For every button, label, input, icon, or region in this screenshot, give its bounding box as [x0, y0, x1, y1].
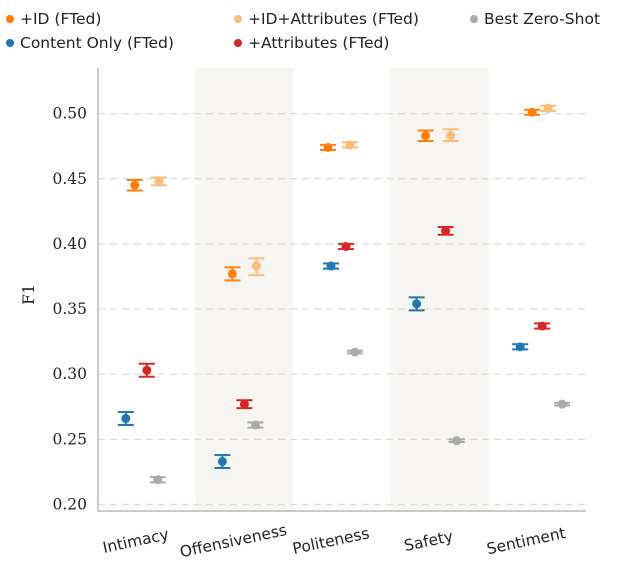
- category-band-offensiveness: [195, 68, 294, 511]
- legend-marker-id: [6, 15, 14, 23]
- data-point-id-attributes-fted-safety: [446, 131, 456, 141]
- legend-item-attributes: +Attributes (FTed): [234, 34, 389, 52]
- data-point-id-fted-safety: [421, 131, 431, 141]
- data-point-id-fted-intimacy: [130, 180, 140, 190]
- legend-item-zero-shot: Best Zero-Shot: [470, 10, 600, 28]
- data-point-attributes-fted-safety: [441, 226, 451, 236]
- legend-label-attributes: +Attributes (FTed): [248, 34, 390, 52]
- data-point-content-only-fted-safety: [412, 299, 422, 309]
- y-tick-label-0.45: 0.45: [52, 170, 87, 188]
- legend-label-id-attributes: +ID+Attributes (FTed): [248, 10, 419, 28]
- data-point-id-attributes-fted-intimacy: [154, 176, 164, 186]
- data-point-attributes-fted-politeness: [341, 242, 351, 252]
- legend: +ID (FTed) +ID+Attributes (FTed) Best Ze…: [0, 0, 623, 60]
- y-tick-label-0.50: 0.50: [52, 105, 87, 123]
- data-point-best-zero-shot-politeness: [350, 347, 360, 357]
- x-tick-label-offensiveness: Offensiveness: [178, 521, 288, 561]
- data-point-attributes-fted-intimacy: [142, 365, 152, 375]
- y-tick-label-0.20: 0.20: [52, 495, 87, 513]
- legend-marker-content-only: [6, 39, 14, 47]
- y-tick-label-0.35: 0.35: [52, 300, 87, 318]
- y-tick-label-0.40: 0.40: [52, 235, 87, 253]
- legend-marker-zero-shot: [470, 15, 478, 23]
- data-point-id-fted-offensiveness: [227, 269, 237, 279]
- legend-item-id-attributes: +ID+Attributes (FTed): [234, 10, 419, 28]
- x-tick-label-intimacy: Intimacy: [101, 525, 170, 557]
- data-point-best-zero-shot-intimacy: [153, 475, 163, 485]
- y-tick-label-0.25: 0.25: [52, 430, 87, 448]
- data-point-attributes-fted-offensiveness: [239, 399, 249, 409]
- data-point-id-fted-sentiment: [527, 107, 537, 117]
- data-point-id-attributes-fted-politeness: [345, 140, 355, 150]
- data-point-best-zero-shot-sentiment: [557, 399, 567, 409]
- data-point-id-fted-politeness: [323, 142, 333, 152]
- category-band-safety: [390, 68, 489, 511]
- data-point-attributes-fted-sentiment: [537, 321, 547, 331]
- x-tick-label-sentiment: Sentiment: [485, 524, 567, 558]
- y-tick-label-0.30: 0.30: [52, 365, 87, 383]
- legend-label-zero-shot: Best Zero-Shot: [484, 10, 601, 28]
- legend-item-content-only: Content Only (FTed): [6, 34, 174, 52]
- data-point-content-only-fted-sentiment: [515, 342, 525, 352]
- x-tick-label-politeness: Politeness: [291, 524, 371, 558]
- data-point-content-only-fted-offensiveness: [217, 456, 227, 466]
- data-point-content-only-fted-politeness: [326, 261, 336, 271]
- legend-label-content-only: Content Only (FTed): [20, 34, 174, 52]
- data-point-content-only-fted-intimacy: [121, 413, 131, 423]
- data-point-best-zero-shot-offensiveness: [250, 420, 260, 430]
- data-point-id-attributes-fted-offensiveness: [251, 261, 261, 271]
- legend-label-id: +ID (FTed): [20, 10, 102, 28]
- x-tick-label-safety: Safety: [402, 527, 454, 555]
- legend-marker-id-attributes: [234, 15, 242, 23]
- legend-marker-attributes: [234, 39, 242, 47]
- data-point-id-attributes-fted-sentiment: [543, 103, 553, 113]
- y-axis-label: F1: [20, 284, 38, 305]
- data-point-best-zero-shot-safety: [452, 436, 462, 446]
- legend-item-id: +ID (FTed): [6, 10, 101, 28]
